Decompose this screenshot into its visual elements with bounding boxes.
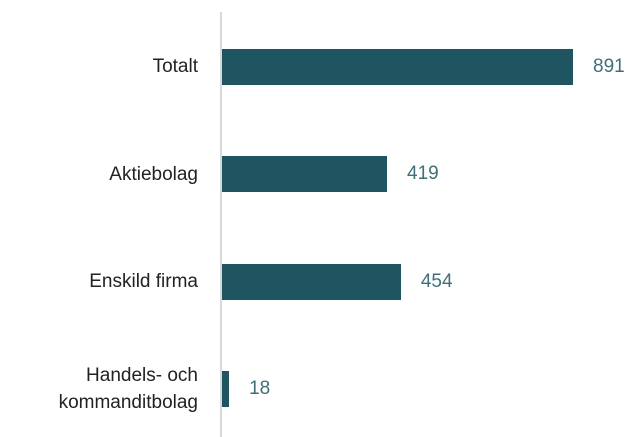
category-label: Totalt [152, 56, 198, 78]
category-label: Aktiebolag [109, 163, 198, 185]
value-label: 454 [420, 270, 453, 292]
bar [222, 371, 230, 408]
value-label: 18 [249, 378, 271, 400]
category-axis [220, 12, 222, 437]
bar [222, 263, 401, 300]
bar [222, 156, 388, 193]
value-label: 419 [407, 163, 439, 185]
category-label: Handels- och kommanditbolag [58, 365, 198, 414]
bar [222, 48, 573, 85]
category-label: Enskild firma [89, 271, 198, 293]
value-label: 891 [593, 55, 625, 77]
